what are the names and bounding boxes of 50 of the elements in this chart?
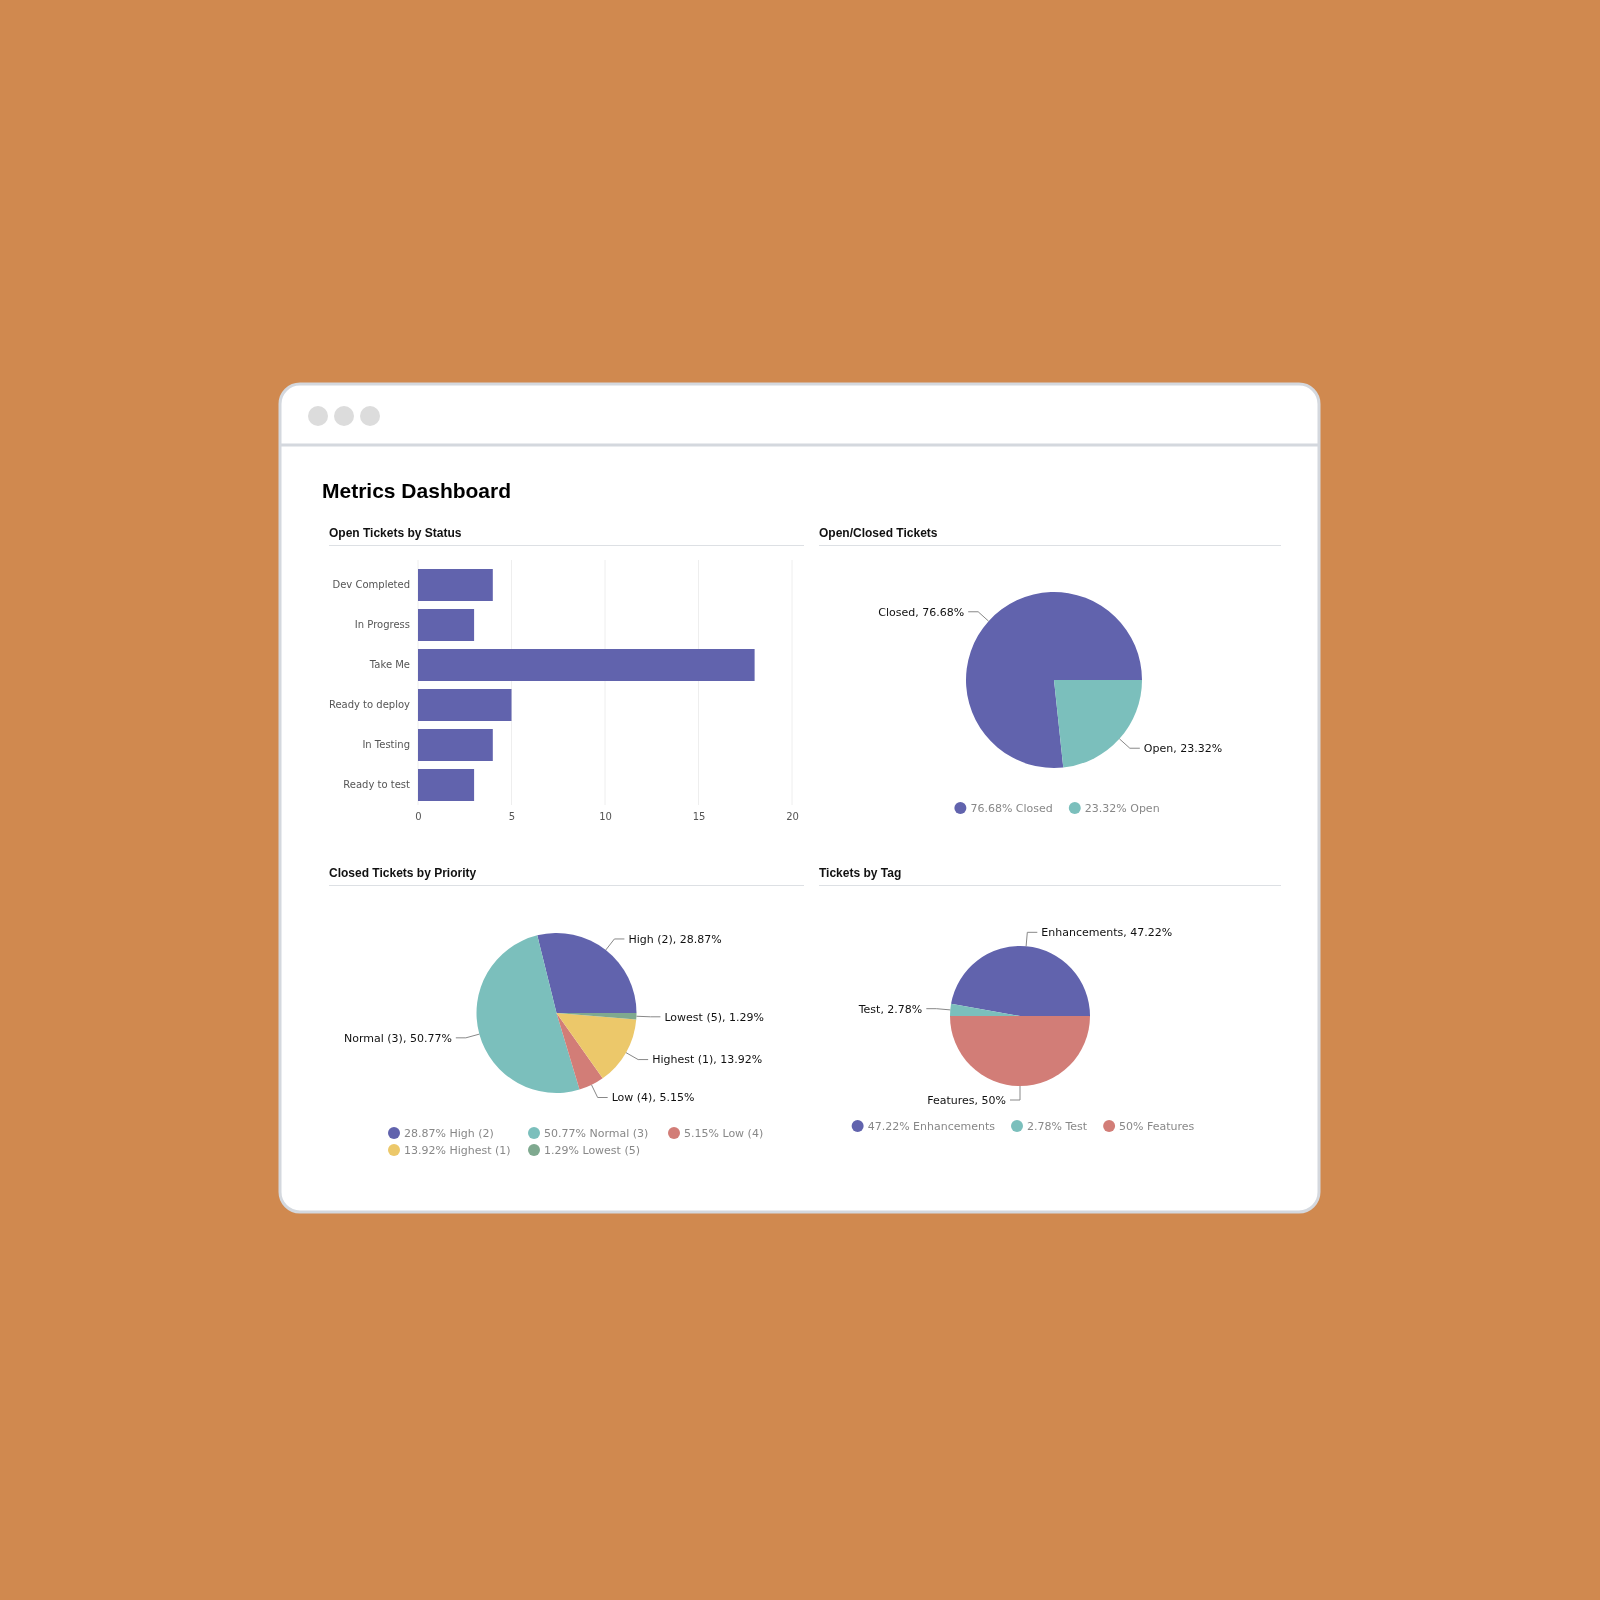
legend-label: 28.87% High (2) [404,1127,494,1140]
text: Metrics Dashboard [322,479,512,502]
legend-label: 23.32% Open [1084,802,1160,815]
y-tick-label: Take Me [368,659,410,671]
x-tick-label: 10 [599,811,612,823]
legend-label: 5.15% Low (4) [684,1127,764,1140]
slice-label: Normal (3), 50.77% [344,1031,452,1045]
x-tick-label: 15 [692,811,706,823]
x-tick-label: 0 [415,811,422,823]
y-tick-label: Dev Completed [332,579,410,591]
x-tick-label: 20 [786,811,799,823]
pie-slice [476,935,580,1093]
slice-label: Closed, 76.68% [878,605,965,619]
pie-slice [950,1003,1020,1016]
chart-title: Open/Closed Tickets [819,526,938,540]
bar [418,609,475,641]
bar [418,729,493,761]
legend-label: 2.78% Test [1027,1120,1088,1133]
pie-slice [556,1013,603,1090]
bar [418,769,475,801]
legend-label: 76.68% Closed [970,802,1053,815]
pie-slice [966,592,1142,768]
slice-label: Highest (1), 13.92% [652,1053,763,1067]
bar [418,569,493,601]
x-tick-label: 5 [508,811,516,823]
slice-label: High (2), 28.87% [628,932,722,946]
legend-label: 13.92% Highest (1) [404,1144,511,1157]
slice-label: Low (4), 5.15% [611,1091,695,1105]
slice-label: Test, 2.78% [857,1002,923,1016]
legend-label: 1.29% Lowest (5) [544,1144,640,1157]
pie-slice [951,946,1090,1016]
legend-label: 47.22% Enhancements [867,1120,996,1133]
legend-label: 50.77% Normal (3) [544,1127,649,1140]
pie-slice [1054,680,1142,768]
bar [418,649,755,681]
chart-title: Tickets by Tag [819,866,902,880]
legend-label: 50% Features [1119,1120,1195,1133]
slice-label: Lowest (5), 1.29% [664,1010,764,1024]
y-tick-label: In Progress [354,619,410,631]
slice-label: Open, 23.32% [1143,742,1223,756]
pie-slice [950,1016,1090,1086]
bar [418,689,512,721]
slice-label: Enhancements, 47.22% [1041,926,1173,940]
slice-label: Features, 50% [927,1093,1006,1107]
y-tick-label: Ready to test [343,779,411,791]
y-tick-label: In Testing [362,739,410,751]
y-tick-label: Ready to deploy [328,699,411,711]
pie-slice [556,1013,637,1079]
chart-title: Open Tickets by Status [329,526,462,540]
chart-title: Closed Tickets by Priority [329,866,477,880]
